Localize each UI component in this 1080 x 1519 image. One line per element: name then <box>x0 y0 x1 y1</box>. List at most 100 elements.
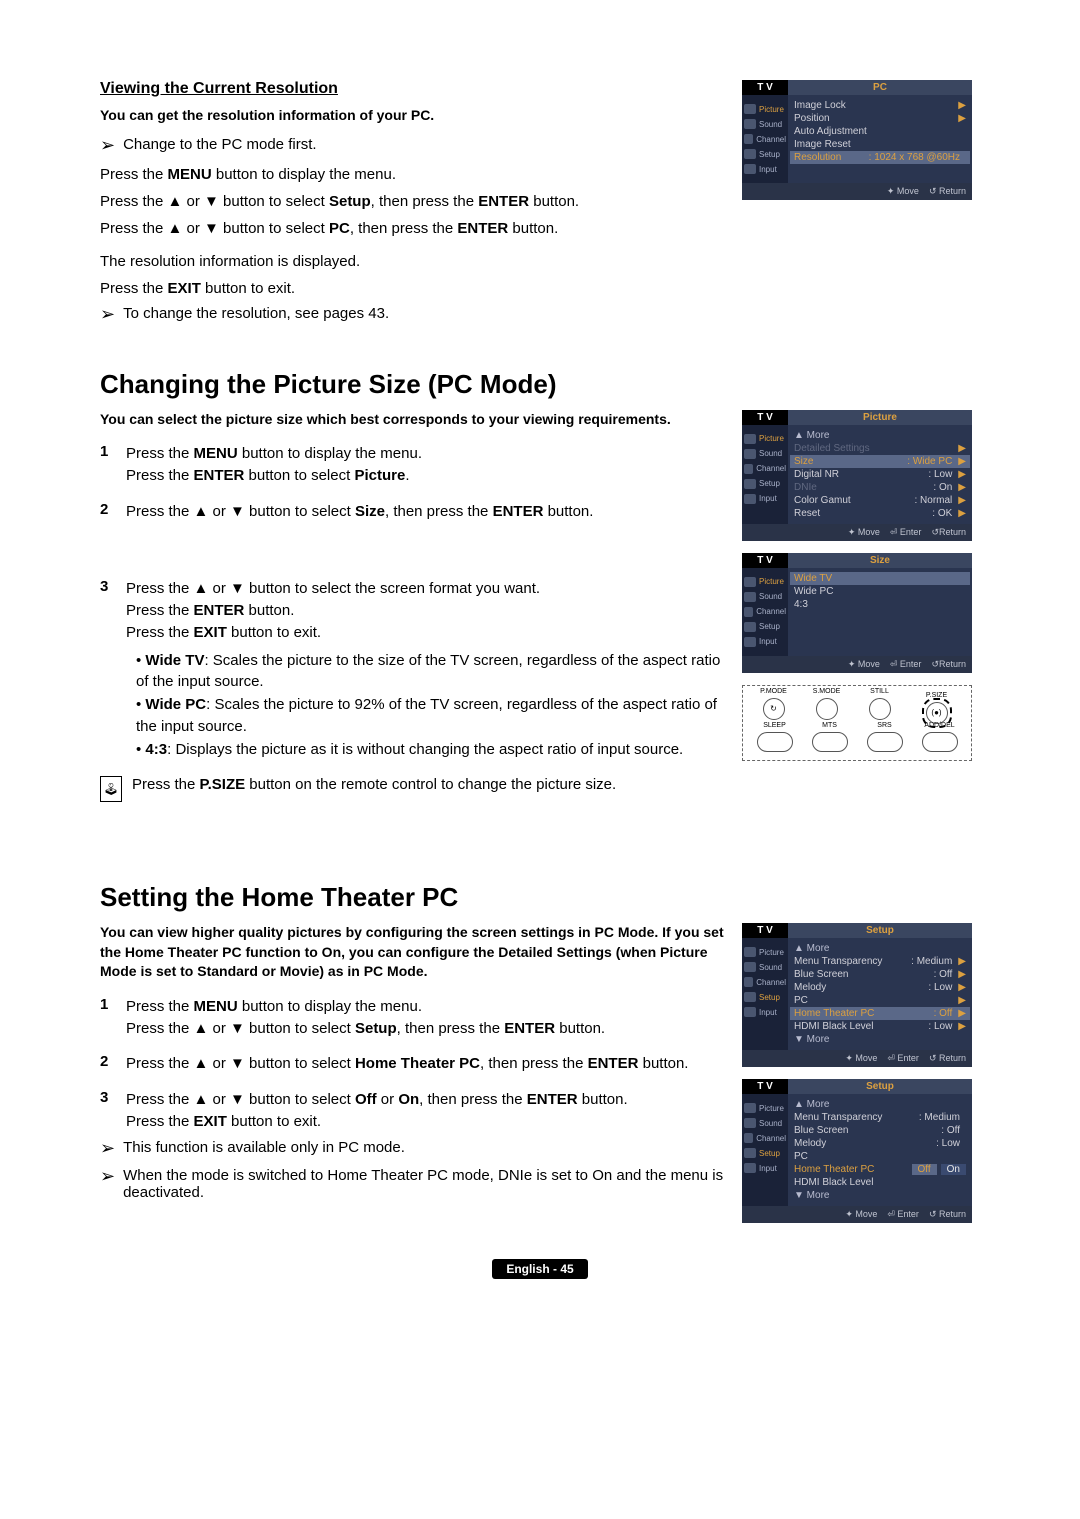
osd-side-icon <box>744 464 753 474</box>
osd-item: Size: Wide PC▶ <box>790 455 970 468</box>
osd-main: Image Lock▶Position▶Auto AdjustmentImage… <box>788 95 972 183</box>
osd-option: On <box>941 1164 966 1175</box>
osd-pc-menu: T VPC PictureSoundChannelSetupInputImage… <box>742 80 972 200</box>
osd-side-channel: Channel <box>744 1133 786 1143</box>
osd-item: Home Theater PCOffOn <box>794 1163 966 1176</box>
osd-side-input: Input <box>744 1163 786 1173</box>
osd-side-input: Input <box>744 494 786 504</box>
osd-side-icon <box>744 1163 756 1173</box>
osd-side-icon <box>744 1133 753 1143</box>
remote-btn-srs: SRS <box>867 732 903 752</box>
osd-footer-hint: ✦ Move <box>848 659 880 670</box>
osd-item: ▲ More <box>794 429 966 442</box>
section3-title: Setting the Home Theater PC <box>100 882 980 913</box>
osd-item: ▼ More <box>794 1033 966 1046</box>
osd-side-icon <box>744 134 753 144</box>
remote-btn-label: STILL <box>870 688 889 695</box>
note-arrow-icon: ➢ <box>100 1139 115 1157</box>
osd-item: Blue Screen: Off <box>794 1124 966 1137</box>
osd-side-icon <box>744 1103 756 1113</box>
osd-item: DNIe: On▶ <box>794 481 966 494</box>
osd-footer-hint: ⏎ Enter <box>887 1209 919 1220</box>
osd-side-icon <box>744 637 756 647</box>
osd-side-sound: Sound <box>744 449 786 459</box>
note-pc-mode: ➢ Change to the PC mode first. <box>100 136 724 154</box>
osd-main: Wide TVWide PC4:3 <box>788 568 972 656</box>
osd-side-input: Input <box>744 1007 786 1017</box>
osd-side-channel: Channel <box>744 134 786 144</box>
osd-tv-label: T V <box>742 923 788 938</box>
osd-side-setup: Setup <box>744 149 786 159</box>
section3-intro: You can view higher quality pictures by … <box>100 923 724 982</box>
osd-header: Size <box>788 553 972 568</box>
osd-tv-label: T V <box>742 553 788 568</box>
osd-header: PC <box>788 80 972 95</box>
step-2: 2 Press the ▲ or ▼ button to select Size… <box>100 501 724 523</box>
osd-side-picture: Picture <box>744 1103 786 1113</box>
note-text: Change to the PC mode first. <box>123 136 316 153</box>
osd-item: Color Gamut: Normal▶ <box>794 494 966 507</box>
osd-footer-hint: ⏎ Enter <box>890 527 922 538</box>
osd-side-sound: Sound <box>744 962 786 972</box>
osd-side-icon <box>744 607 753 617</box>
step-3: 3 Press the ▲ or ▼ button to select the … <box>100 578 724 643</box>
remote-tip: 🕹 Press the P.SIZE button on the remote … <box>100 776 724 802</box>
remote-btn-label: SRS <box>877 722 891 729</box>
remote-btn-label: SLEEP <box>763 722 786 729</box>
section1-title: Viewing the Current Resolution <box>100 80 724 98</box>
s3-note1: ➢ This function is available only in PC … <box>100 1139 724 1157</box>
osd-footer-hint: ⏎ Enter <box>890 659 922 670</box>
osd-side-sound: Sound <box>744 1118 786 1128</box>
osd-footer-hint: ↺Return <box>931 659 966 670</box>
osd-side-setup: Setup <box>744 622 786 632</box>
instr-exit: Press the EXIT button to exit. <box>100 278 724 299</box>
osd-item: HDMI Black Level: Low▶ <box>794 1020 966 1033</box>
osd-side-icon <box>744 962 756 972</box>
osd-side-input: Input <box>744 164 786 174</box>
page-footer: English - 45 <box>100 1259 980 1279</box>
section1-intro: You can get the resolution information o… <box>100 106 724 126</box>
osd-side-icon <box>744 1148 756 1158</box>
size-descriptions: • Wide TV: Scales the picture to the siz… <box>136 650 724 760</box>
osd-footer-hint: ⏎ Enter <box>887 1053 919 1064</box>
osd-item: Detailed Settings▶ <box>794 442 966 455</box>
osd-side-channel: Channel <box>744 607 786 617</box>
osd-side-icon <box>744 992 756 1002</box>
osd-sidebar: PictureSoundChannelSetupInput <box>742 938 788 1050</box>
instr-pc: Press the ▲ or ▼ button to select PC, th… <box>100 218 724 239</box>
osd-item: Wide TV <box>790 572 970 585</box>
osd-side-icon <box>744 104 756 114</box>
note-arrow-icon: ➢ <box>100 305 115 323</box>
osd-side-icon <box>744 1118 756 1128</box>
osd-item: Reset: OK▶ <box>794 507 966 520</box>
osd-side-icon <box>744 119 756 129</box>
osd-main: ▲ MoreMenu Transparency: MediumBlue Scre… <box>788 1094 972 1206</box>
osd-header: Picture <box>788 410 972 425</box>
osd-side-icon <box>744 622 756 632</box>
osd-size-menu: T VSize PictureSoundChannelSetupInputWid… <box>742 553 972 673</box>
osd-side-channel: Channel <box>744 464 786 474</box>
page-number-badge: English - 45 <box>492 1259 587 1279</box>
osd-footer-hint: ↺Return <box>931 527 966 538</box>
remote-btn-label: ADD/DEL <box>924 722 954 729</box>
osd-item: Auto Adjustment <box>794 125 966 138</box>
remote-row: SLEEPMTSSRSADD/DEL <box>747 732 967 752</box>
osd-side-icon <box>744 434 756 444</box>
osd-item: Resolution: 1024 x 768 @60Hz <box>790 151 970 164</box>
osd-main: ▲ MoreDetailed Settings▶Size: Wide PC▶Di… <box>788 425 972 524</box>
osd-tv-label: T V <box>742 1079 788 1094</box>
osd-header: Setup <box>788 923 972 938</box>
remote-btn-label: MTS <box>822 722 837 729</box>
osd-side-icon <box>744 592 756 602</box>
osd-footer: ✦ Move↺ Return <box>742 183 972 200</box>
osd-footer: ✦ Move⏎ Enter↺ Return <box>742 1050 972 1067</box>
osd-tv-label: T V <box>742 80 788 95</box>
osd-side-icon <box>744 947 756 957</box>
osd-item: Wide PC <box>794 585 966 598</box>
osd-side-picture: Picture <box>744 947 786 957</box>
osd-footer-hint: ✦ Move <box>848 527 880 538</box>
osd-item: Menu Transparency: Medium <box>794 1111 966 1124</box>
osd-item: PC <box>794 1150 966 1163</box>
osd-side-input: Input <box>744 637 786 647</box>
osd-footer: ✦ Move ⏎ Enter ↺Return <box>742 656 972 673</box>
